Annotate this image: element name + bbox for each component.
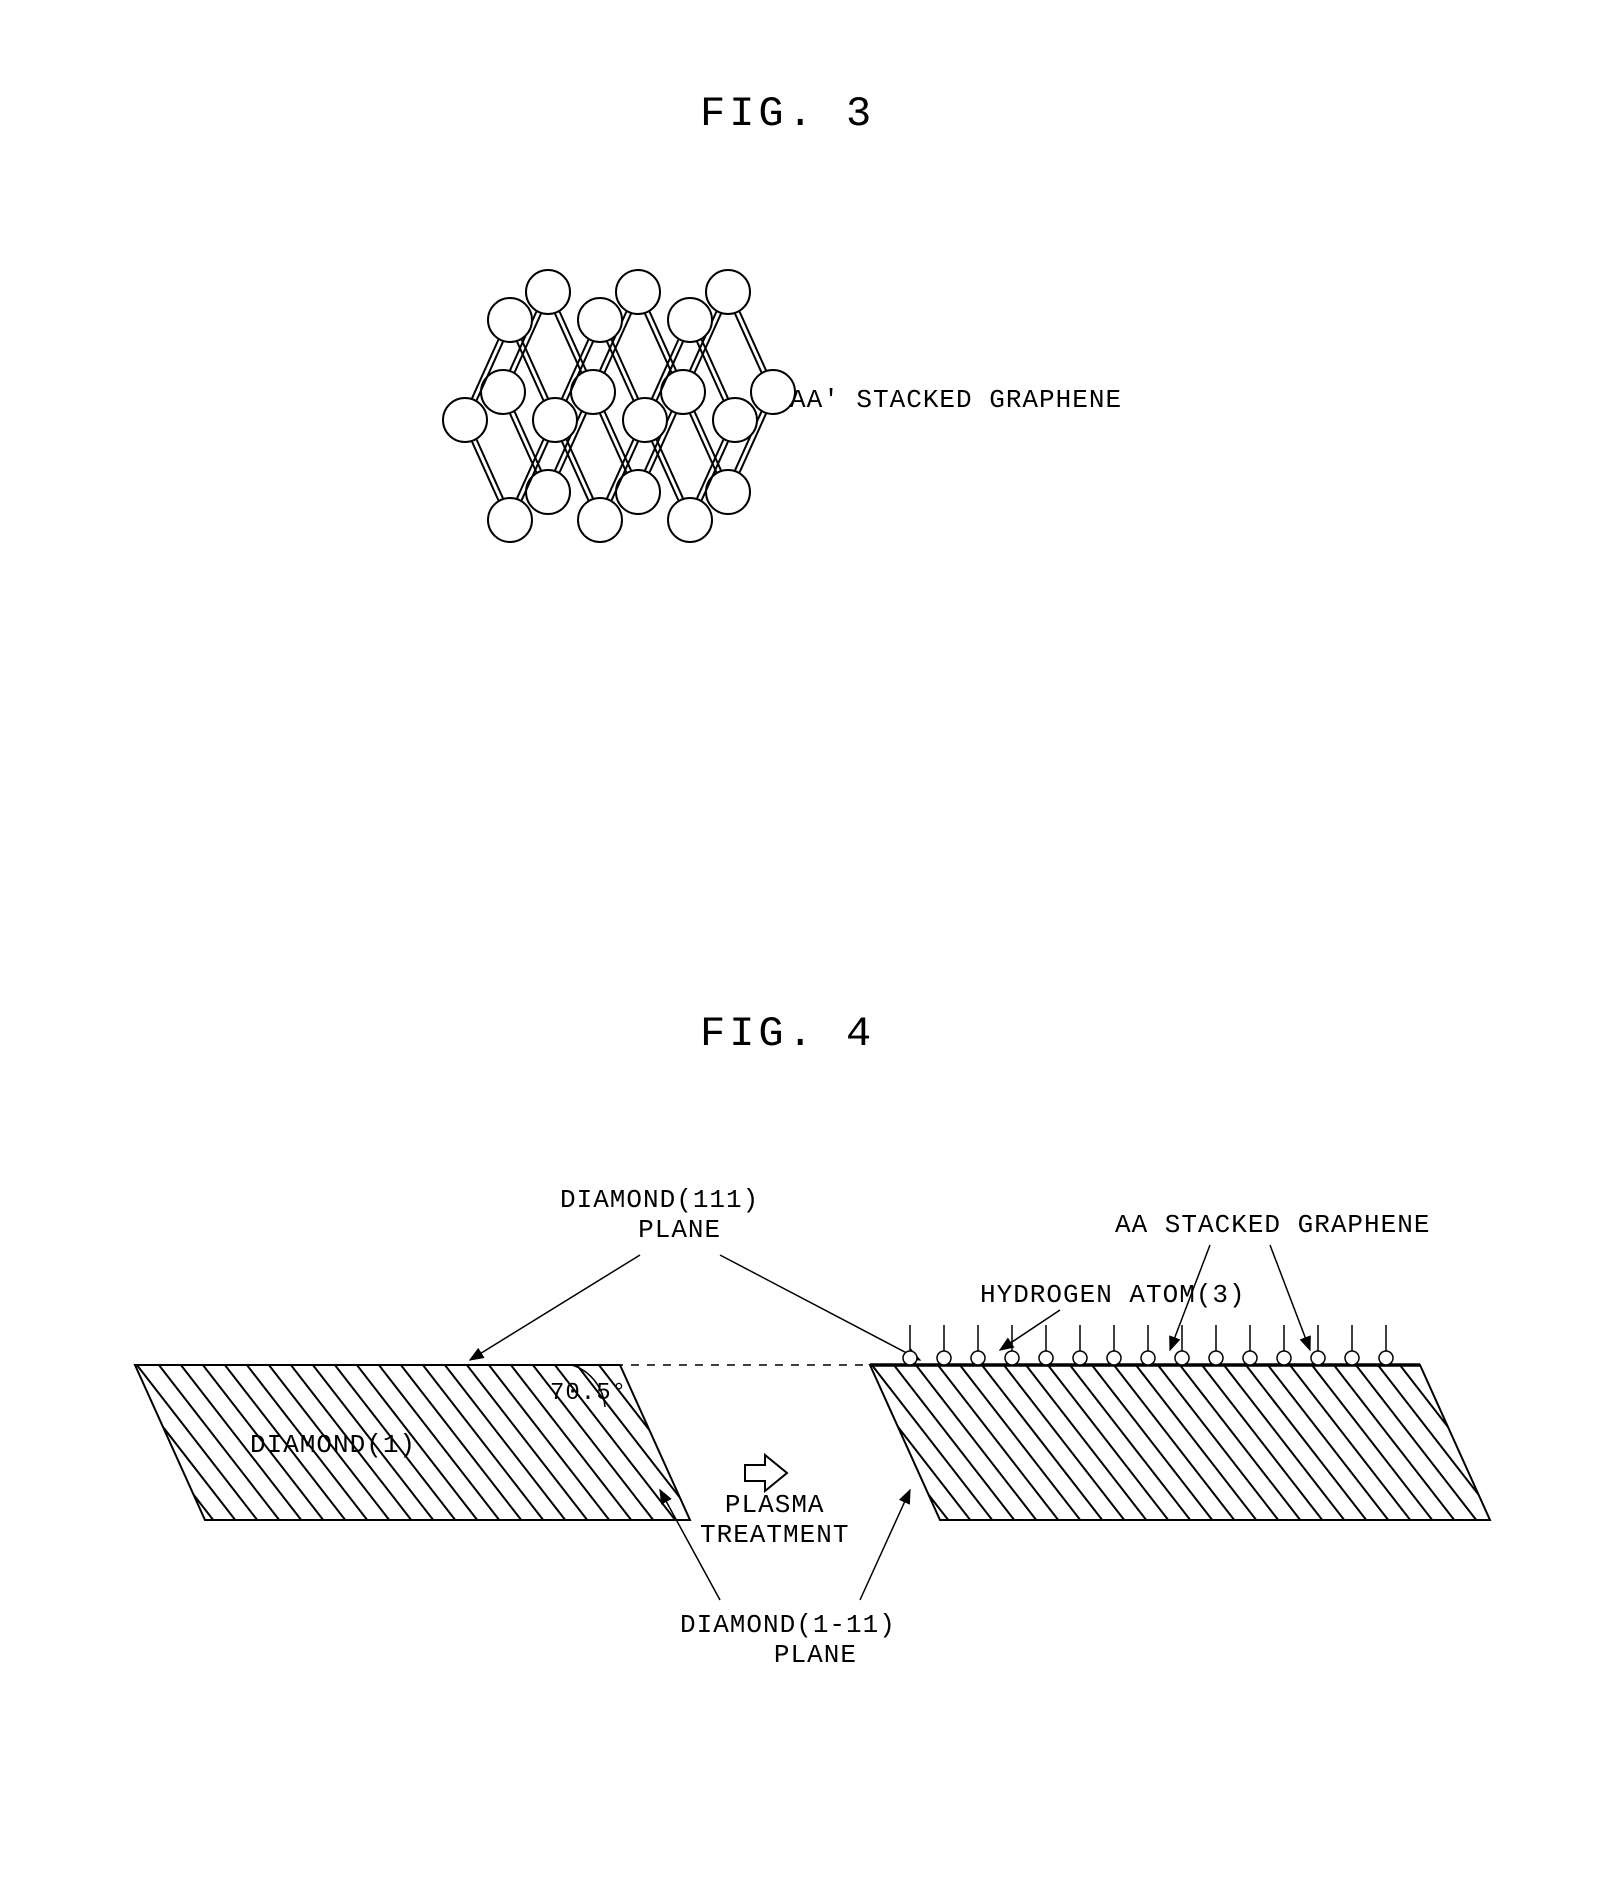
page: FIG. 3 AA' STACKED GRAPHENE FIG. 4 DIAMO…	[0, 0, 1600, 1880]
fig3-molecule	[443, 270, 795, 542]
fig4-drawing	[0, 1245, 1600, 1600]
drawing-layer	[0, 0, 1600, 1880]
